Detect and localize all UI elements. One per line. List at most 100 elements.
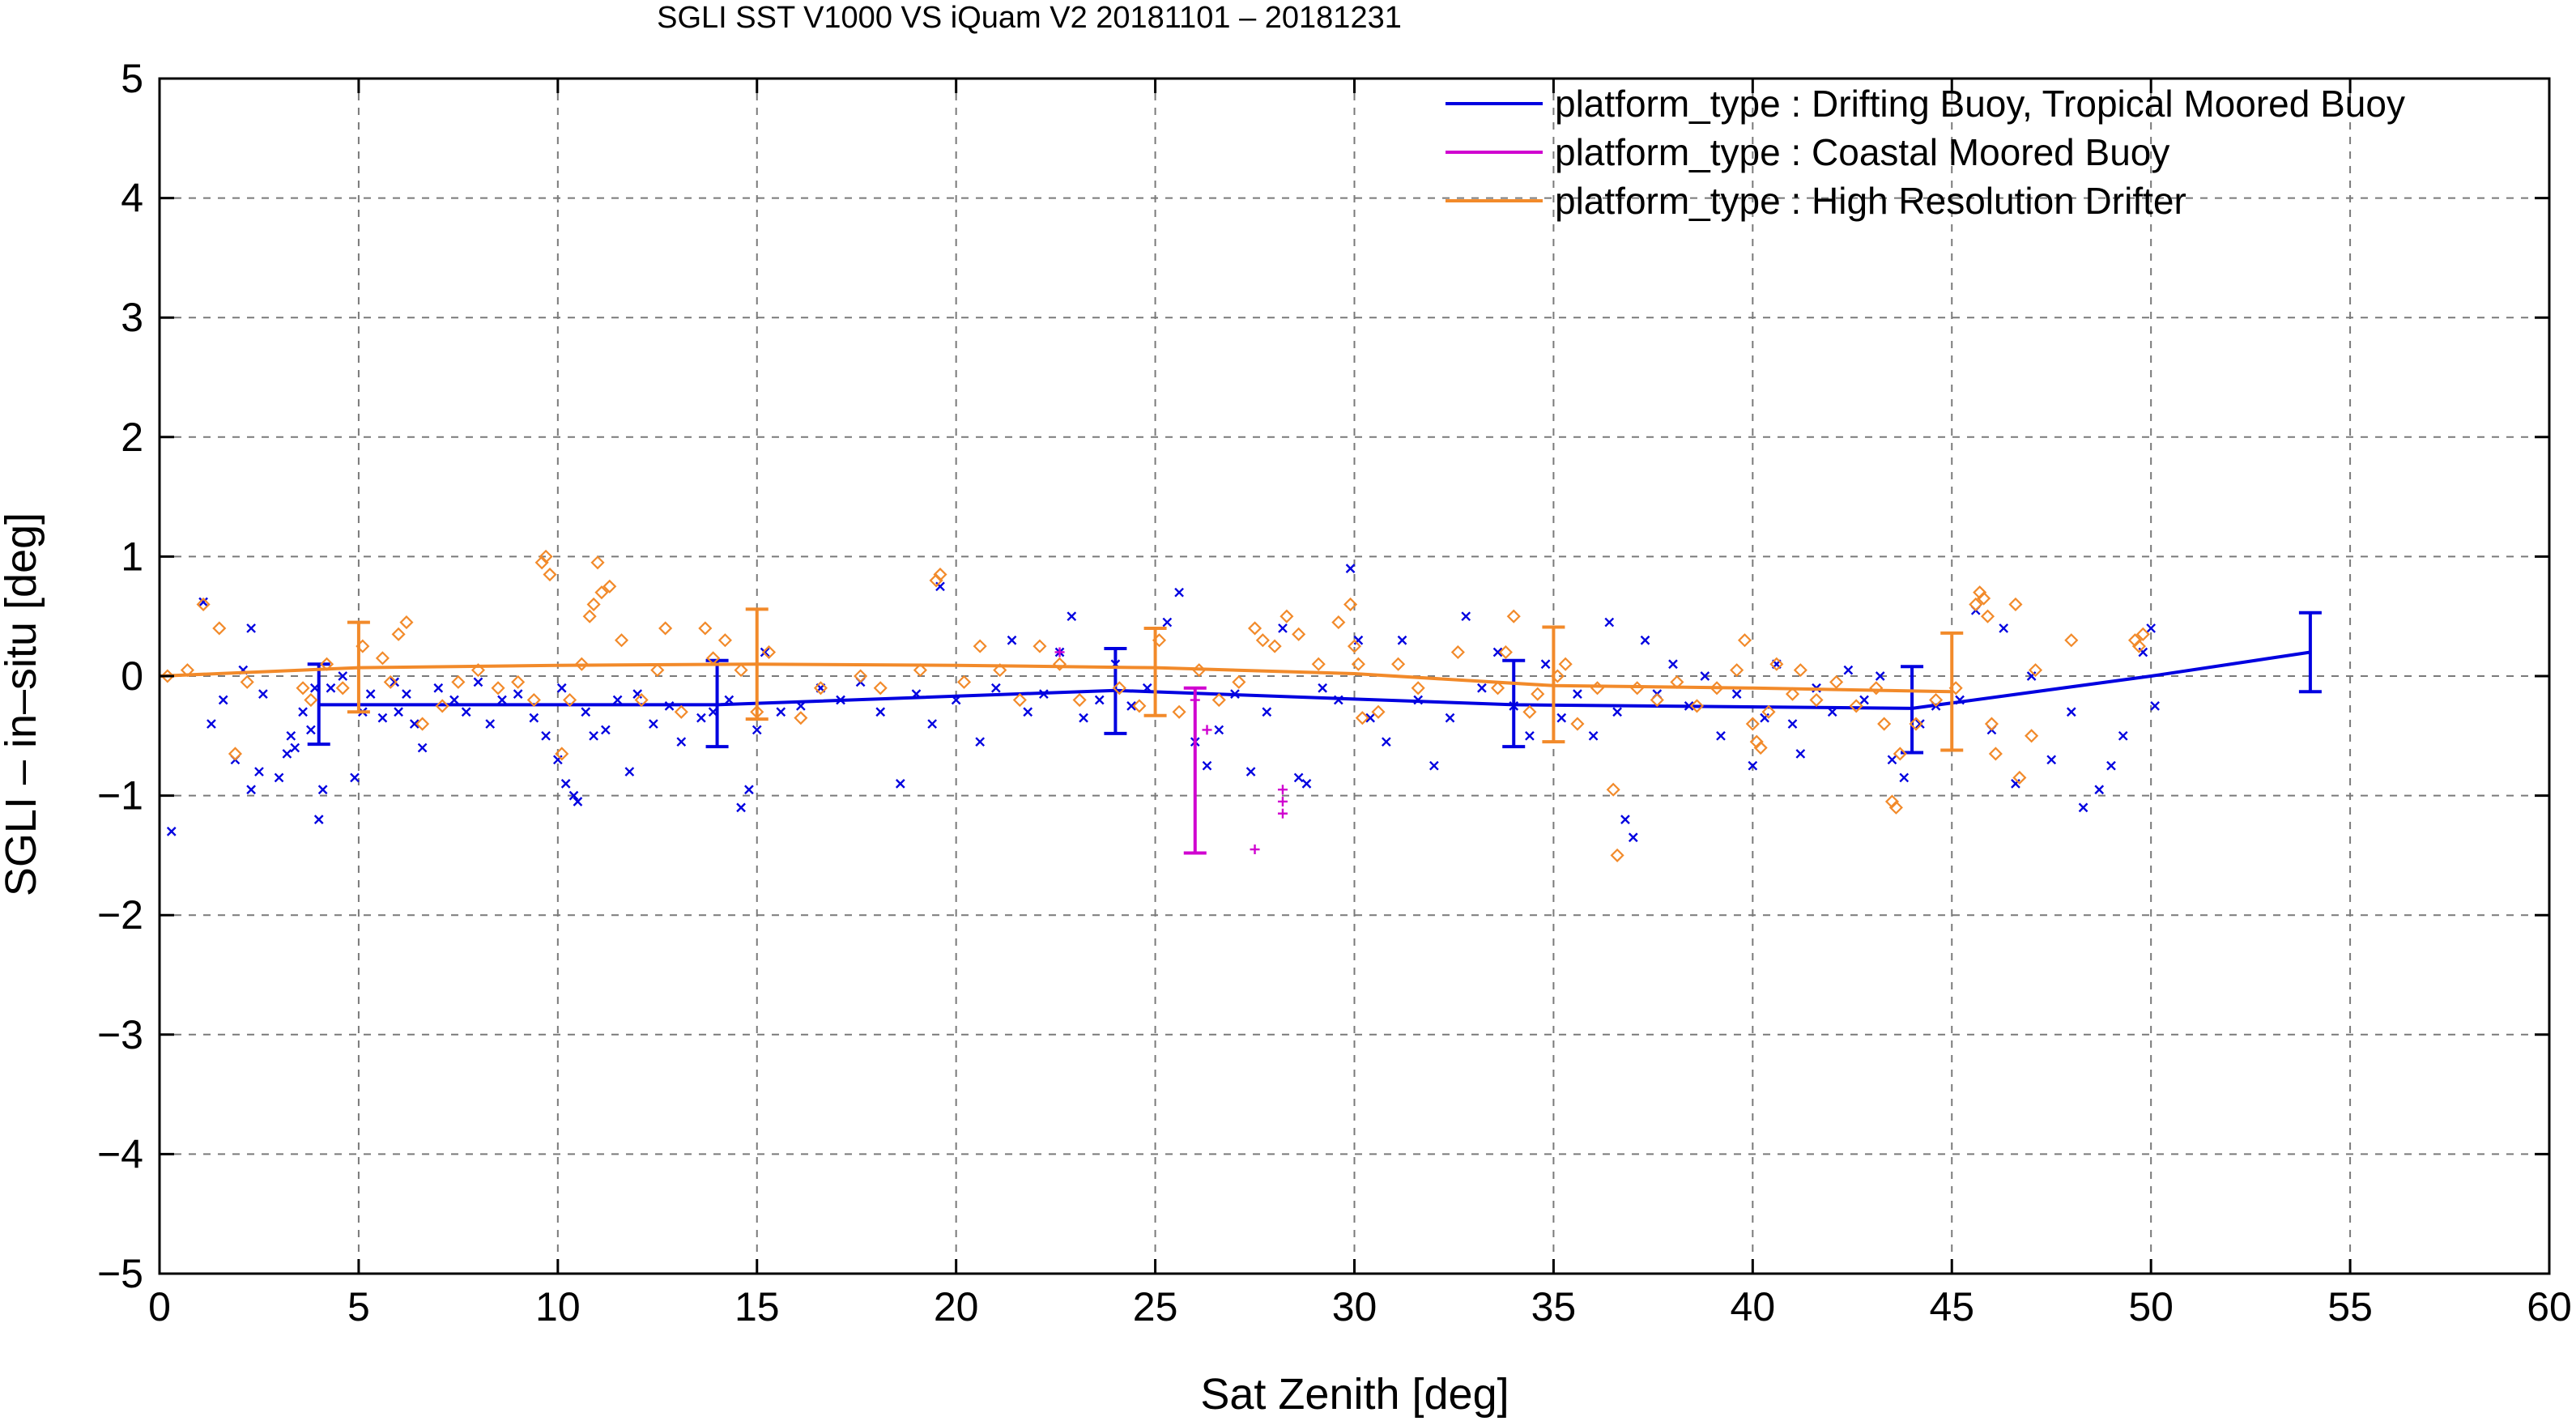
data-point [1052, 657, 1067, 671]
error-bar [1502, 658, 1526, 749]
data-point [399, 615, 414, 630]
data-point [1429, 760, 1439, 771]
data-point [1869, 681, 1884, 696]
data-point [1969, 597, 1983, 611]
data-point [543, 567, 557, 582]
data-point [1245, 767, 1256, 776]
data-point [956, 674, 972, 689]
x-tick-label: 50 [2128, 1284, 2174, 1330]
data-point [760, 647, 770, 657]
data-point [1250, 845, 1260, 855]
data-point [560, 778, 571, 789]
error-bar [1143, 626, 1167, 717]
data-point [1232, 674, 1246, 689]
data-point [166, 827, 177, 836]
data-point [1745, 717, 1760, 731]
data-point [491, 681, 505, 696]
x-tick-label: 10 [535, 1284, 581, 1330]
data-point [365, 689, 376, 699]
data-point [415, 717, 430, 731]
data-point [1612, 707, 1622, 717]
data-point [1072, 692, 1087, 708]
data-point [198, 597, 208, 607]
data-point [1498, 645, 1513, 660]
data-point [1054, 647, 1065, 657]
data-point [1033, 639, 1047, 653]
data-point [196, 597, 211, 611]
data-point [2064, 633, 2079, 648]
y-tick-label: −3 [97, 1012, 143, 1057]
data-point [1859, 695, 1869, 705]
x-tick-label: 45 [1929, 1284, 1974, 1330]
data-point [1689, 699, 1705, 713]
x-tick-label: 15 [734, 1284, 780, 1330]
data-point [650, 663, 665, 678]
x-tick-label: 5 [347, 1284, 370, 1330]
data-point [1311, 657, 1326, 671]
data-point [1875, 671, 1885, 681]
data-point [1573, 689, 1582, 699]
data-point [451, 674, 466, 689]
series-mean-line [159, 662, 1952, 694]
data-point [298, 707, 308, 717]
data-point [1277, 785, 1288, 795]
data-point [2135, 627, 2150, 641]
legend: platform_type : Drifting Buoy, Tropical … [1446, 83, 2405, 222]
data-point [776, 707, 786, 717]
chart-title: SGLI SST V1000 VS iQuam V2 20181101 – 20… [657, 1, 1402, 35]
data-point [1491, 681, 1505, 696]
data-point [1477, 683, 1487, 693]
data-point [1202, 725, 1212, 735]
series-2 [159, 549, 2150, 862]
data-point [875, 707, 886, 717]
data-point [1214, 725, 1224, 735]
data-point [473, 677, 483, 687]
data-point [1588, 730, 1599, 741]
data-point [736, 802, 746, 813]
data-point [1795, 749, 1806, 759]
data-point [589, 730, 598, 741]
data-point [1753, 741, 1768, 755]
data-point [338, 671, 348, 681]
data-point [1915, 719, 1925, 729]
data-point [761, 645, 777, 660]
data-point [1700, 671, 1710, 681]
data-point [1610, 848, 1624, 862]
data-point [274, 772, 284, 783]
error-bar [307, 662, 330, 747]
data-point [383, 674, 398, 689]
error-bar [745, 607, 769, 721]
data-point [734, 663, 748, 678]
x-axis-label: Sat Zenith [deg] [1200, 1370, 1509, 1419]
data-point [2118, 730, 2128, 741]
data-point [674, 704, 688, 719]
data-point [634, 692, 649, 708]
data-point [590, 555, 605, 570]
y-tick-label: 0 [121, 653, 143, 699]
data-point [1668, 659, 1678, 670]
data-point [927, 719, 938, 729]
data-point [1749, 734, 1764, 749]
data-point [306, 725, 316, 735]
data-point [417, 742, 428, 753]
data-point [1365, 713, 1376, 723]
data-point [2025, 729, 2039, 743]
data-point [1347, 639, 1362, 653]
data-point [1126, 701, 1136, 711]
data-point [541, 730, 551, 741]
data-point [402, 689, 411, 699]
data-point [602, 579, 617, 594]
data-point [246, 623, 256, 633]
data-point [1640, 635, 1650, 645]
data-point [1731, 689, 1742, 699]
data-point [1929, 692, 1944, 708]
legend-label: platform_type : Drifting Buoy, Tropical … [1555, 83, 2405, 125]
data-point [1888, 800, 1903, 815]
data-point [1628, 832, 1638, 843]
data-point [1884, 794, 1900, 809]
data-point [2028, 663, 2043, 678]
y-tick-label: −1 [97, 773, 143, 819]
data-point [286, 730, 296, 741]
data-point [212, 621, 227, 636]
